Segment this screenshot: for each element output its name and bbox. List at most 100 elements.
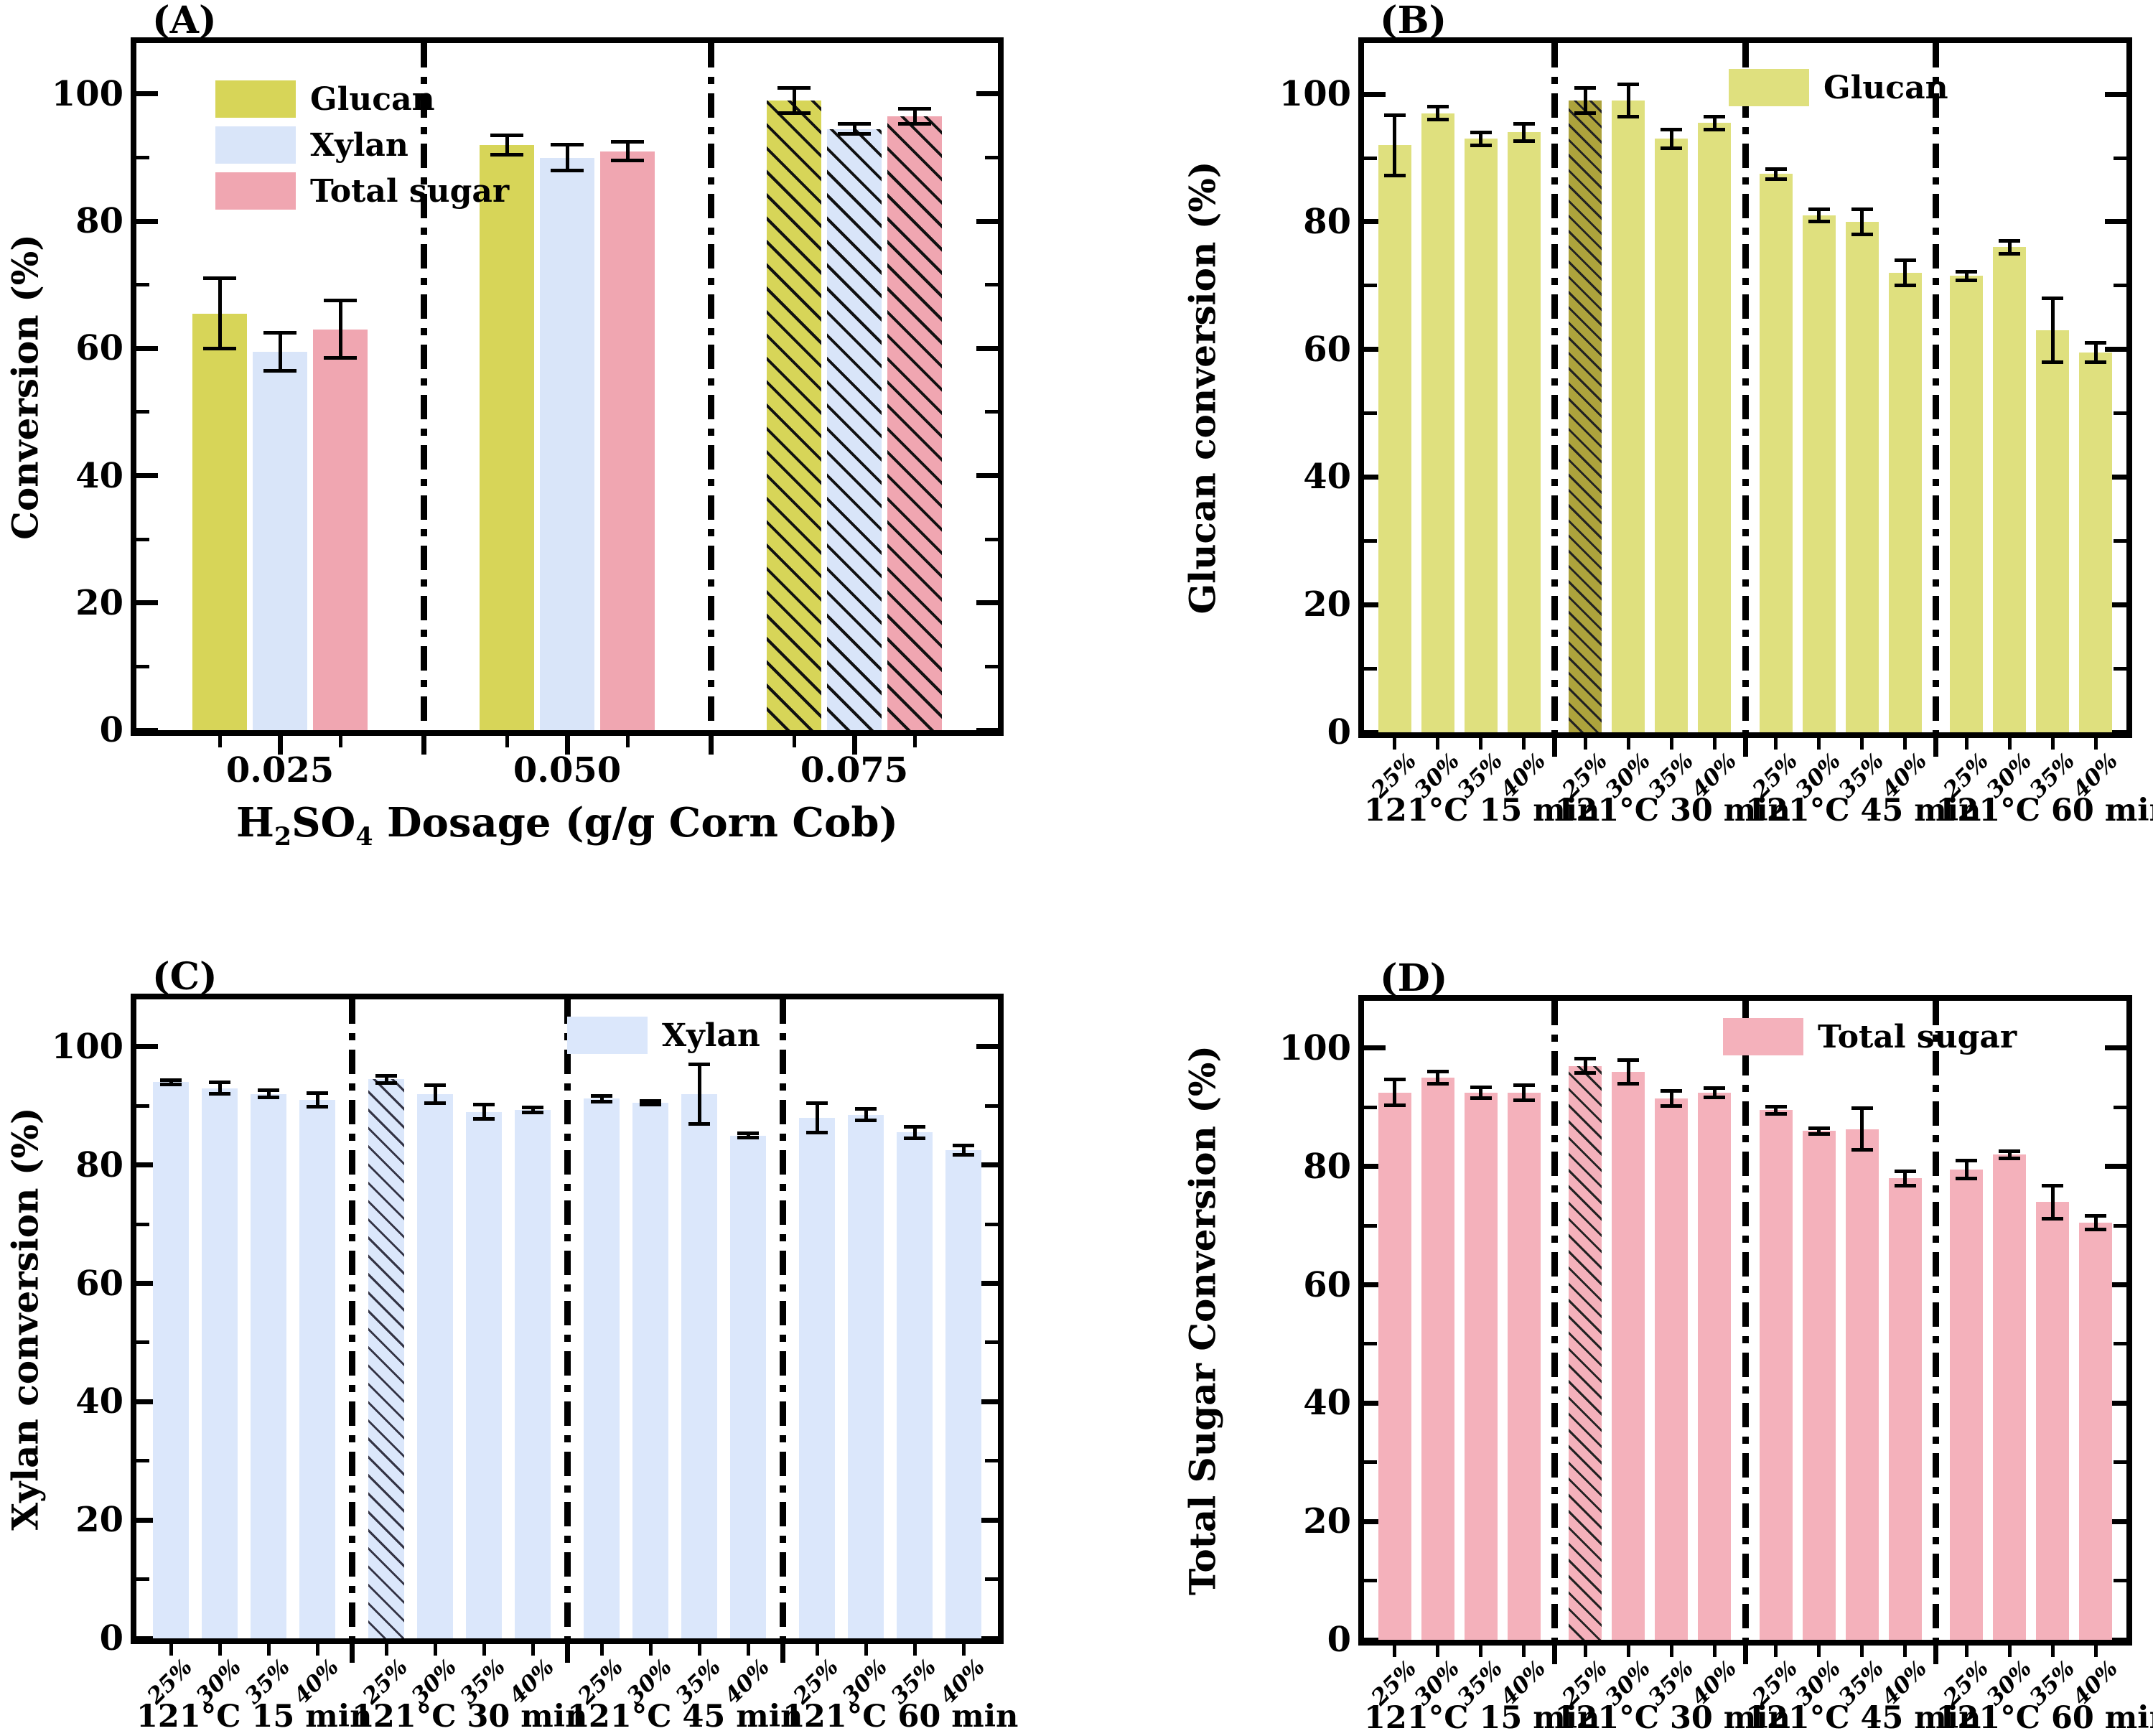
- error-bar-cap-top: [591, 1093, 612, 1098]
- error-bar-cap-bottom: [1470, 143, 1492, 147]
- y-tick-label: 60: [75, 328, 123, 369]
- error-bar-cap-bottom: [1999, 251, 2021, 256]
- error-bar-line: [2093, 342, 2098, 363]
- x-boundary-tick: [1742, 1646, 1748, 1664]
- error-bar-cap-bottom: [1956, 1176, 1978, 1180]
- error-bar-cap-top: [263, 330, 296, 335]
- y-minor-tick: [1364, 284, 1377, 288]
- x-bar-tick: [531, 1644, 535, 1656]
- bar: [1993, 1154, 2027, 1640]
- error-bar-cap-bottom: [688, 1121, 710, 1126]
- error-bar-cap-top: [1765, 1105, 1787, 1109]
- y-major-tick: [136, 1517, 158, 1523]
- error-bar-cap-bottom: [522, 1110, 543, 1114]
- region-divider: [348, 999, 355, 1638]
- x-bar-tick: [1393, 738, 1397, 750]
- y-minor-tick: [1364, 1579, 1377, 1583]
- x-boundary-tick: [780, 1644, 785, 1663]
- error-bar-cap-bottom: [1617, 1081, 1640, 1086]
- y-major-tick-right: [2105, 1164, 2126, 1170]
- error-bar-line: [961, 1145, 966, 1155]
- error-bar-cap-top: [1513, 122, 1535, 126]
- bar: [1612, 101, 1645, 732]
- panel-c: (C) Xylan conversion (%) 0 20 40 60 80 100 25%…: [4, 955, 1019, 1735]
- error-bar-cap-top: [1851, 1106, 1873, 1111]
- error-bar-cap-bottom: [1513, 1098, 1535, 1102]
- legend-item: Total sugar: [1723, 1018, 2017, 1055]
- y-minor-tick-right: [985, 410, 998, 414]
- error-bar-cap-top: [1765, 167, 1787, 171]
- error-bar-cap-top: [324, 299, 357, 303]
- error-bar-line: [531, 1107, 535, 1113]
- legend: Glucan: [1729, 69, 1948, 115]
- bar: [2036, 330, 2070, 732]
- error-bar-cap-top: [806, 1101, 828, 1105]
- error-bar-cap-top: [424, 1083, 446, 1087]
- y-minor-tick: [1364, 1342, 1377, 1346]
- error-bar-line: [1817, 1128, 1821, 1134]
- error-bar-cap-bottom: [160, 1083, 182, 1087]
- x-boundary-tick: [421, 736, 426, 755]
- y-tick-label: 20: [75, 1500, 123, 1541]
- error-bar-cap-top: [611, 139, 644, 144]
- legend-swatch: [1723, 1018, 1803, 1055]
- y-minor-tick: [1364, 1223, 1377, 1228]
- error-bar-cap-top: [490, 134, 523, 137]
- error-bar-line: [2007, 241, 2012, 254]
- panel-c-y-axis-title: Xylan conversion (%): [4, 1107, 47, 1531]
- error-bar-line: [384, 1075, 388, 1083]
- bar: [253, 351, 307, 730]
- y-major-tick-right: [2105, 474, 2126, 480]
- error-bar-line: [599, 1096, 604, 1102]
- y-major-tick: [1364, 602, 1386, 607]
- y-major-tick: [136, 345, 158, 351]
- y-major-tick: [1364, 91, 1386, 97]
- y-major-tick: [1364, 1164, 1386, 1170]
- y-minor-tick: [136, 283, 149, 287]
- x-bar-tick: [1522, 738, 1526, 750]
- error-bar-cap-bottom: [2085, 1228, 2107, 1232]
- bar: [1569, 101, 1602, 732]
- bar: [153, 1082, 189, 1638]
- error-bar-cap-top: [1661, 127, 1683, 131]
- error-bar-cap-top: [2042, 1183, 2064, 1187]
- x-bar-tick: [1522, 1646, 1526, 1657]
- error-bar-line: [912, 108, 917, 124]
- group-label: 121°C 15 min: [136, 1699, 373, 1735]
- y-major-tick: [1364, 1637, 1386, 1643]
- error-bar-cap-top: [1894, 1169, 1916, 1173]
- error-bar-cap-top: [838, 122, 871, 126]
- error-bar-cap-top: [203, 276, 236, 281]
- y-minor-tick-right: [985, 156, 998, 159]
- error-bar-cap-top: [1851, 207, 1873, 211]
- bar: [202, 1088, 238, 1638]
- legend: Xylan: [567, 1017, 760, 1063]
- y-minor-tick: [136, 1222, 149, 1226]
- error-bar-cap-bottom: [551, 168, 584, 172]
- y-minor-tick: [136, 1577, 149, 1582]
- y-minor-tick-right: [985, 1103, 998, 1108]
- error-bar-line: [2050, 1185, 2055, 1219]
- bar: [417, 1093, 453, 1638]
- panel-b: (B) Glucan conversion (%) 0 20 40 60 80 100 25…: [1182, 0, 2153, 829]
- bar: [1950, 1169, 1984, 1640]
- y-tick-label: 100: [51, 73, 123, 114]
- error-bar-cap-top: [1808, 207, 1830, 211]
- region-divider: [1933, 1001, 1939, 1640]
- y-major-tick: [1364, 1282, 1386, 1288]
- x-bar-tick: [315, 1644, 319, 1656]
- region-divider: [1933, 43, 1939, 732]
- bar: [1655, 1098, 1689, 1640]
- y-major-tick-right: [976, 91, 998, 97]
- error-bar-cap-bottom: [263, 368, 296, 373]
- error-bar-line: [2007, 1151, 2012, 1159]
- bar: [251, 1093, 286, 1638]
- y-major-tick: [1364, 219, 1386, 225]
- error-bar-cap-bottom: [1808, 1131, 1830, 1136]
- x-bar-tick: [1964, 738, 1968, 750]
- error-bar-line: [1479, 1087, 1483, 1098]
- error-bar-cap-bottom: [1704, 127, 1726, 131]
- error-bar-cap-bottom: [2085, 360, 2107, 364]
- y-major-tick-right: [2105, 1637, 2126, 1643]
- error-bar-cap-top: [1426, 1070, 1449, 1074]
